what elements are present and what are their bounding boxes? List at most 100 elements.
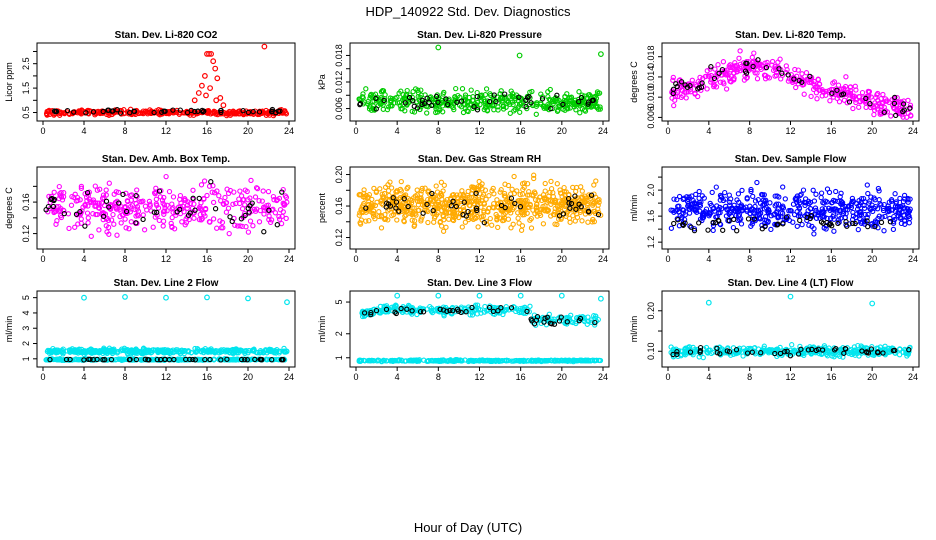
y-tick-label: 2 <box>334 331 344 336</box>
data-point <box>366 218 372 224</box>
data-point <box>755 207 761 213</box>
data-point <box>58 214 65 221</box>
data-point <box>714 203 720 209</box>
data-point <box>195 108 201 114</box>
data-point <box>882 213 888 220</box>
data-point <box>572 218 578 224</box>
data-point <box>455 92 461 99</box>
data-point <box>272 210 279 216</box>
panel-title: Stan. Dev. Li-820 Temp. <box>735 30 846 41</box>
data-point <box>687 223 693 229</box>
data-point <box>731 70 737 76</box>
data-point <box>96 227 102 233</box>
data-point <box>896 352 903 358</box>
data-point <box>239 206 246 212</box>
data-point <box>597 357 604 364</box>
data-point <box>567 205 573 211</box>
data-point <box>398 178 404 185</box>
data-point <box>170 194 177 200</box>
data-point <box>560 101 566 108</box>
panel-title: Stan. Dev. Line 2 Flow <box>114 278 219 289</box>
data-point <box>692 200 698 207</box>
data-point <box>190 187 196 193</box>
data-point <box>521 180 528 186</box>
data-point <box>564 319 570 325</box>
panel-frame <box>349 290 610 368</box>
data-point <box>676 193 683 200</box>
data-point <box>722 196 729 202</box>
data-point <box>545 94 551 100</box>
data-point <box>900 101 907 107</box>
data-point <box>858 209 864 216</box>
data-point <box>740 353 746 359</box>
series-2 <box>357 91 596 113</box>
data-point <box>779 204 785 211</box>
data-point <box>368 311 374 318</box>
data-point <box>252 194 259 200</box>
data-point <box>44 112 50 118</box>
data-point <box>94 187 101 193</box>
data-point <box>863 104 869 111</box>
data-point <box>116 200 122 206</box>
data-point <box>511 173 517 180</box>
data-point <box>420 306 427 312</box>
data-point <box>373 106 379 112</box>
data-point <box>251 346 257 352</box>
data-point <box>734 228 740 234</box>
data-point <box>233 111 239 117</box>
data-point <box>548 358 555 364</box>
data-point <box>751 345 757 351</box>
data-point <box>871 195 877 201</box>
data-point <box>836 93 842 99</box>
data-point <box>590 202 596 208</box>
data-point <box>259 357 265 363</box>
data-point <box>420 210 426 216</box>
x-tick-label: 4 <box>395 372 400 382</box>
data-point <box>154 356 160 363</box>
data-point <box>498 202 505 209</box>
data-point <box>85 220 91 226</box>
data-point <box>576 89 582 95</box>
data-point <box>795 203 801 209</box>
data-point <box>365 205 371 211</box>
data-point <box>849 195 856 202</box>
data-point <box>811 78 817 85</box>
data-point <box>572 193 578 199</box>
data-point <box>489 222 495 228</box>
series-1 <box>356 172 604 234</box>
panel-ylabel: ml/min <box>629 316 639 343</box>
data-point <box>486 98 493 105</box>
data-point <box>101 345 107 351</box>
data-point <box>209 189 215 195</box>
data-point <box>241 110 247 117</box>
data-point <box>483 196 489 202</box>
series-1 <box>43 43 290 119</box>
data-point <box>69 348 76 354</box>
series-2 <box>356 356 604 365</box>
data-point <box>575 358 581 364</box>
data-point <box>558 292 565 299</box>
x-tick-label: 24 <box>284 126 294 136</box>
data-point <box>239 223 245 230</box>
x-tick-label: 20 <box>243 254 253 264</box>
data-point <box>875 185 882 192</box>
data-point <box>898 214 904 220</box>
series-3 <box>47 356 286 363</box>
data-point <box>680 221 686 228</box>
data-point <box>387 203 394 209</box>
data-point <box>893 112 899 119</box>
data-point <box>807 215 813 222</box>
data-point <box>590 216 596 223</box>
data-point <box>198 82 205 89</box>
data-point <box>723 213 730 219</box>
data-point <box>706 347 712 354</box>
data-point <box>547 86 553 93</box>
data-point <box>271 356 277 363</box>
data-point <box>154 212 160 218</box>
data-point <box>483 86 490 92</box>
data-point <box>380 106 386 112</box>
data-point <box>160 218 167 224</box>
